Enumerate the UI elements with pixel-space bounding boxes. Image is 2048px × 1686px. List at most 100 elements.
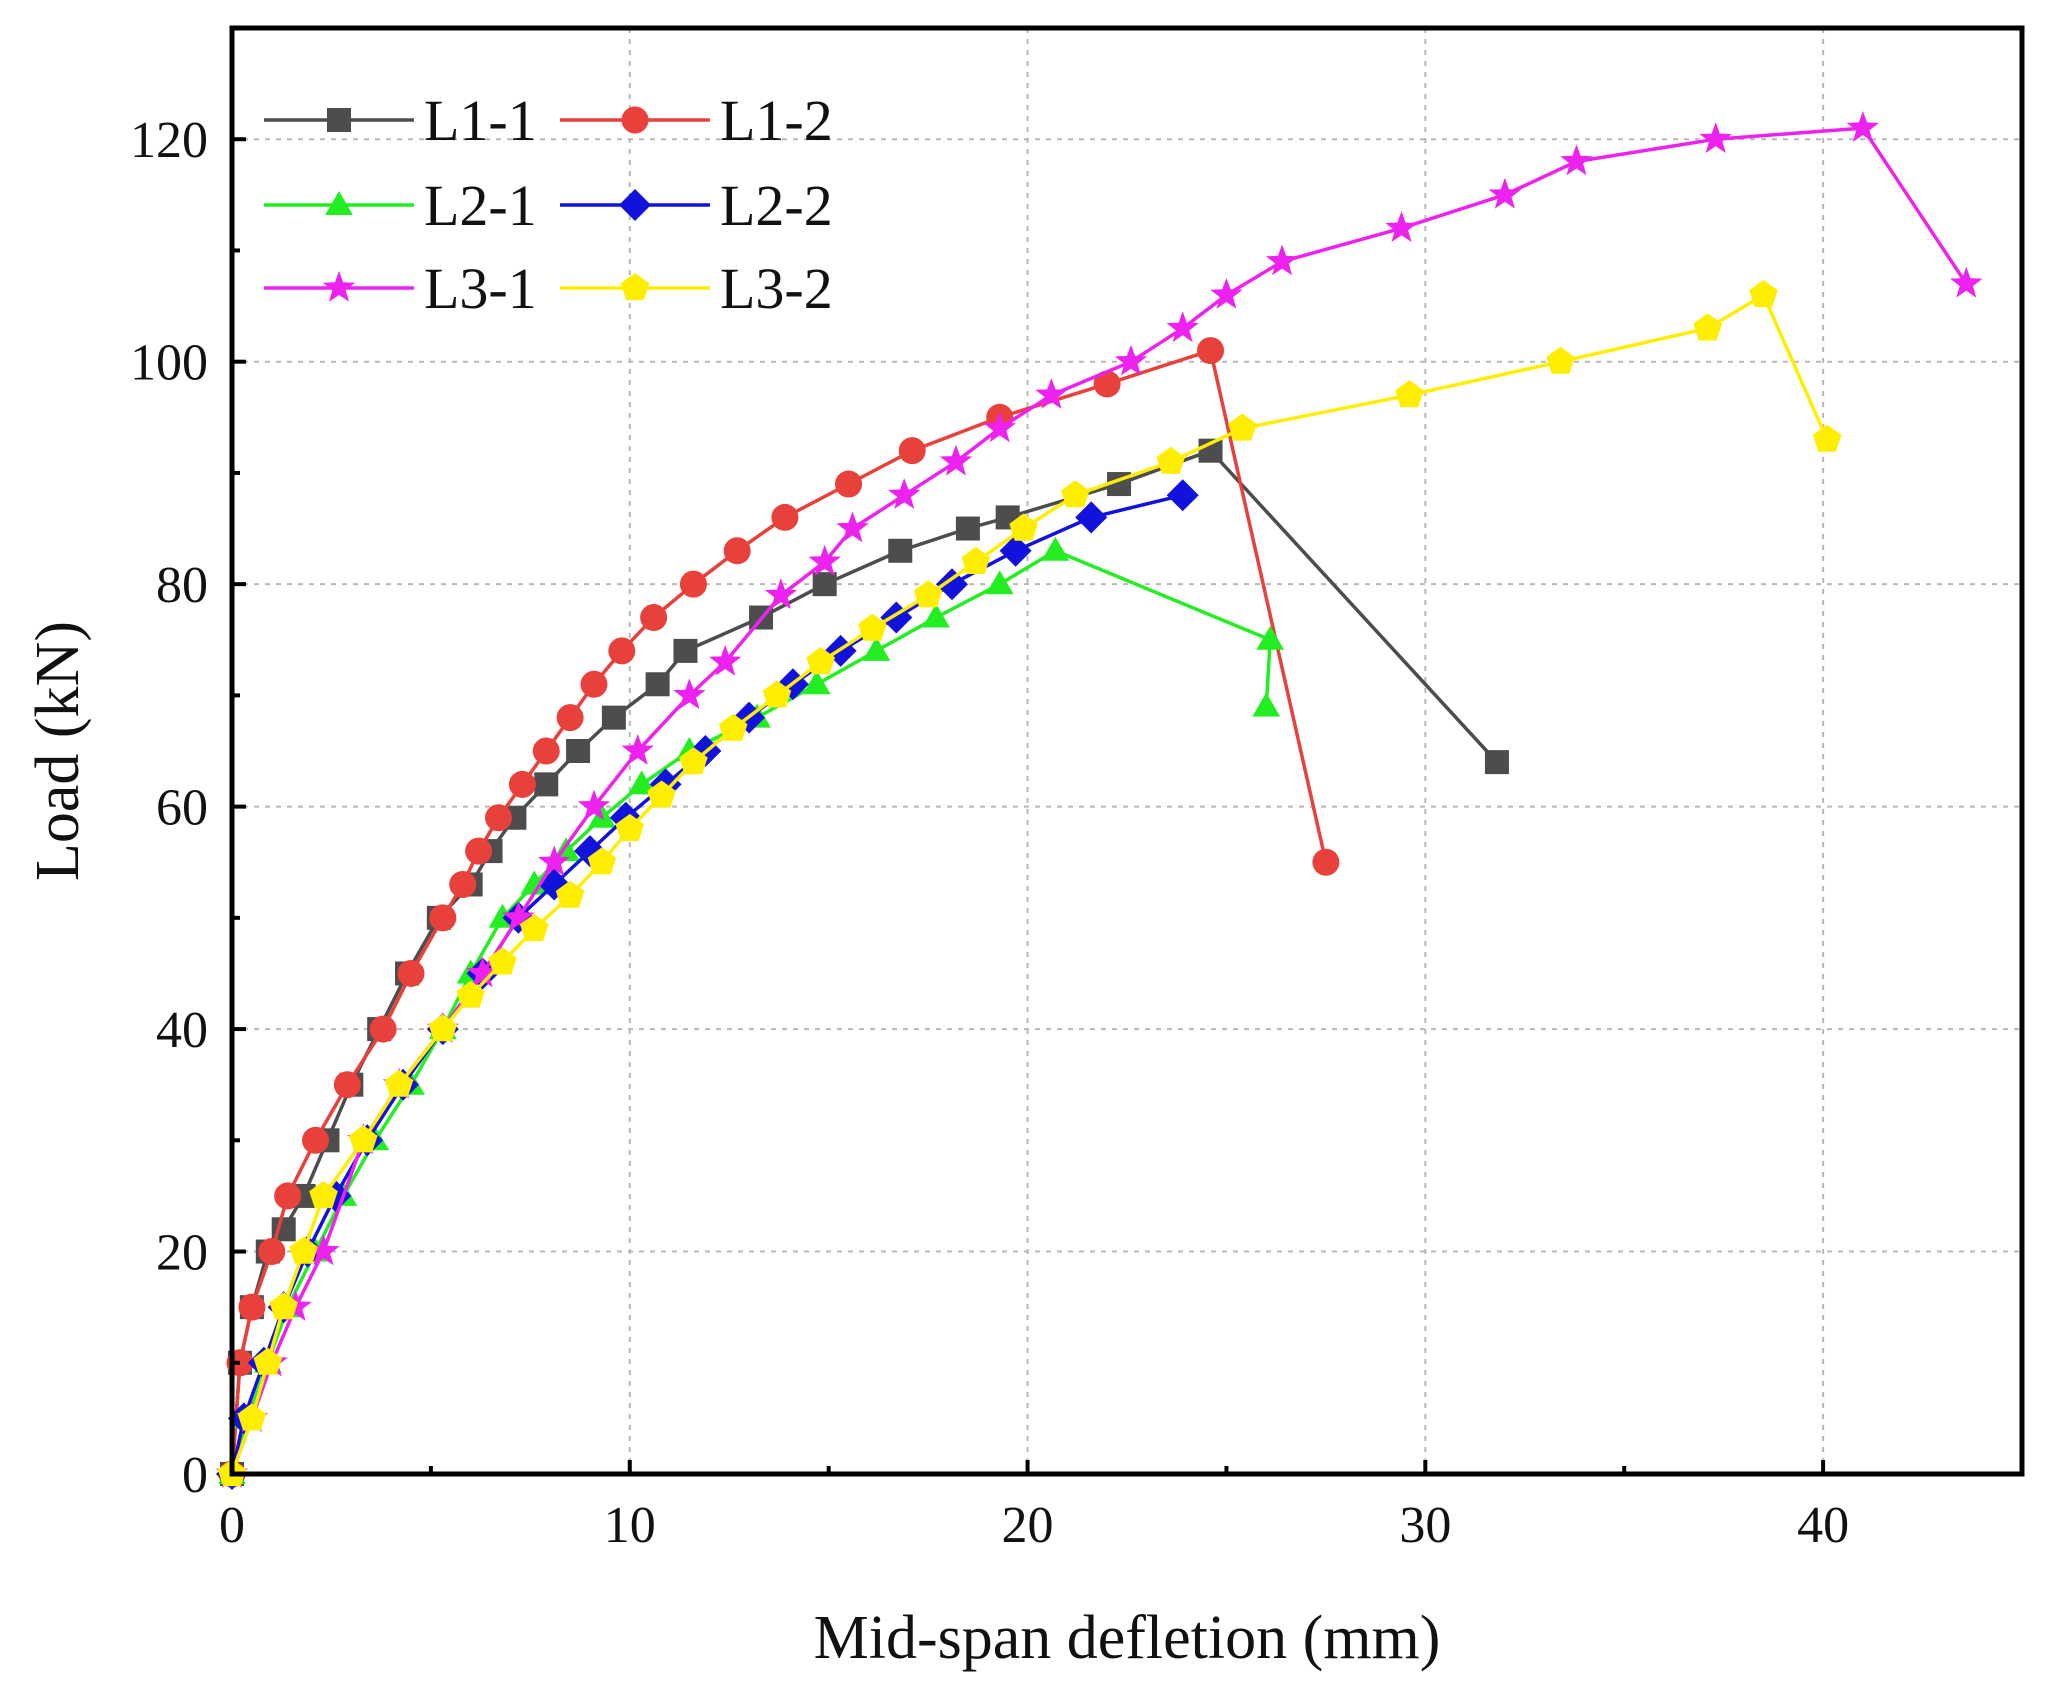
- data-point-l3-2: [679, 747, 708, 775]
- legend-item-l1-1: L1-1: [264, 88, 537, 153]
- data-point-l1-2: [333, 1071, 361, 1099]
- legend-label-l3-1: L3-1: [424, 256, 537, 321]
- data-point-l3-2: [488, 947, 517, 975]
- data-point-l3-2: [1749, 280, 1778, 308]
- data-point-l1-2: [556, 704, 584, 732]
- data-point-l1-2: [835, 470, 863, 498]
- data-point-l1-2: [485, 804, 513, 832]
- data-point-l1-2: [679, 570, 707, 598]
- x-tick-label: 0: [219, 1497, 245, 1554]
- data-point-l1-2: [1312, 848, 1340, 876]
- data-point-l3-1: [1560, 144, 1593, 176]
- legend-item-l3-2: L3-2: [560, 256, 833, 321]
- data-point-l3-2: [1061, 480, 1090, 508]
- data-point-l1-2: [397, 959, 425, 987]
- data-point-l1-2: [723, 537, 751, 565]
- data-point-l1-1: [601, 705, 626, 730]
- axis-tick-labels: 0 10 20 30 40 0 20 40 60 80 100 120: [130, 112, 1849, 1554]
- data-point-l2-1: [1252, 692, 1281, 717]
- data-point-l3-2: [615, 813, 644, 841]
- data-point-l3-2: [289, 1236, 318, 1264]
- data-point-l2-1: [627, 770, 656, 795]
- data-point-l3-2: [762, 680, 792, 708]
- data-point-l3-2: [520, 914, 549, 942]
- data-point-l2-2: [999, 534, 1032, 567]
- data-point-l1-2: [508, 770, 536, 798]
- x-tick-label: 30: [1399, 1497, 1451, 1554]
- data-point-l3-1: [1114, 344, 1148, 376]
- data-point-l1-1: [1484, 750, 1509, 775]
- data-point-l3-1: [538, 845, 571, 876]
- data-point-l1-1: [645, 672, 670, 697]
- data-point-l3-2: [961, 546, 991, 574]
- grid: [232, 28, 2022, 1474]
- data-point-l3-2: [1812, 424, 1842, 452]
- legend-marker-l2-1: [325, 191, 353, 215]
- data-point-l3-1: [1950, 266, 1983, 298]
- legend-item-l3-1: L3-1: [264, 256, 537, 321]
- data-point-l3-2: [647, 780, 676, 808]
- legend-item-l2-1: L2-1: [264, 173, 537, 238]
- data-point-l3-1: [1210, 278, 1243, 309]
- y-tick-label: 80: [156, 557, 208, 614]
- data-point-l3-2: [718, 713, 748, 741]
- data-point-l3-1: [764, 578, 798, 609]
- data-point-l1-2: [1093, 370, 1121, 398]
- data-point-l1-2: [429, 904, 457, 932]
- data-point-l1-2: [302, 1126, 330, 1154]
- data-point-l1-2: [238, 1293, 266, 1321]
- data-point-l3-1: [1488, 177, 1522, 209]
- data-point-l1-1: [888, 538, 913, 563]
- data-point-l1-2: [465, 837, 493, 865]
- legend-label-l1-1: L1-1: [424, 88, 537, 153]
- x-tick-label: 20: [1002, 1497, 1054, 1554]
- data-point-l3-1: [709, 645, 742, 676]
- data-point-l3-2: [253, 1347, 283, 1375]
- legend-item-l2-2: L2-2: [560, 173, 833, 238]
- data-point-l2-2: [936, 568, 968, 601]
- series-l3-2: [217, 280, 1842, 1487]
- data-point-l1-2: [369, 1015, 397, 1043]
- legend-label-l3-2: L3-2: [720, 256, 833, 321]
- legend-label-l1-2: L1-2: [720, 88, 833, 153]
- data-point-l3-2: [913, 580, 943, 608]
- data-point-l3-2: [1009, 513, 1038, 541]
- data-point-l2-1: [802, 670, 831, 695]
- data-point-l3-2: [309, 1180, 338, 1209]
- x-tick-label: 10: [604, 1497, 656, 1554]
- data-point-l3-2: [456, 980, 485, 1008]
- data-point-l2-2: [1166, 479, 1199, 512]
- data-point-l2-1: [520, 870, 549, 895]
- y-tick-label: 0: [182, 1447, 208, 1504]
- data-point-l3-2: [1546, 346, 1575, 374]
- legend-marker-l1-1: [327, 108, 351, 132]
- y-axis-title: Load (kN): [24, 621, 92, 881]
- data-point-l3-1: [983, 411, 1016, 443]
- data-point-l2-2: [1075, 501, 1108, 534]
- axis-ticks: [230, 137, 1826, 1476]
- y-tick-label: 20: [156, 1225, 208, 1282]
- data-point-l3-1: [1385, 211, 1418, 242]
- data-point-l3-1: [1846, 111, 1880, 142]
- data-point-l2-1: [1041, 536, 1070, 561]
- data-point-l3-1: [673, 678, 706, 710]
- y-tick-label: 120: [130, 112, 208, 169]
- data-point-l3-1: [1699, 122, 1732, 153]
- data-point-l1-2: [274, 1182, 302, 1210]
- data-point-l3-1: [836, 511, 869, 543]
- legend-marker-l3-2: [620, 273, 650, 301]
- data-point-l1-2: [608, 637, 636, 665]
- legend-marker-l1-2: [621, 106, 649, 134]
- data-point-l1-1: [534, 772, 559, 797]
- data-point-l1-2: [258, 1238, 286, 1266]
- legend-item-l1-2: L1-2: [560, 88, 833, 153]
- plot-frame: [229, 25, 2025, 1477]
- data-point-l3-2: [237, 1403, 267, 1431]
- legend-label-l2-1: L2-1: [424, 173, 537, 238]
- data-point-l1-2: [898, 437, 926, 465]
- data-point-l3-2: [858, 613, 887, 641]
- data-point-l3-2: [1693, 313, 1722, 341]
- series-l2-2: [216, 479, 1199, 1490]
- data-point-l1-2: [532, 737, 560, 765]
